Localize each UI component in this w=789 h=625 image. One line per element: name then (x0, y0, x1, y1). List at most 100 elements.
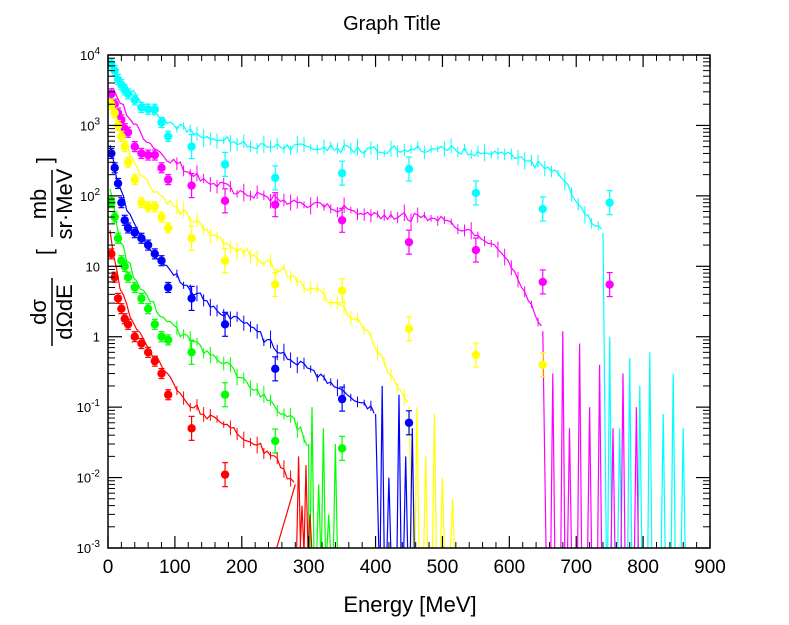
data-point (137, 149, 146, 158)
x-tick-label: 200 (226, 557, 258, 578)
simulation-curve (109, 188, 308, 447)
data-point (108, 249, 116, 259)
y-tick-label: 104 (80, 46, 100, 63)
data-point (117, 198, 126, 207)
data-point (130, 332, 139, 341)
y-tick-label: 10-1 (77, 398, 101, 415)
data-point (150, 249, 160, 259)
data-point (471, 350, 481, 360)
y-tick-label: 103 (80, 116, 100, 133)
data-point (157, 256, 166, 265)
x-tick-label: 300 (293, 557, 325, 578)
simulation-tail (308, 407, 338, 548)
data-point (471, 245, 481, 255)
data-point (123, 320, 133, 329)
data-point (337, 444, 347, 453)
x-tick-label: 600 (493, 557, 525, 578)
x-tick-label: 500 (427, 557, 459, 578)
data-point (187, 294, 196, 303)
data-point (404, 164, 414, 174)
data-point (130, 95, 139, 105)
data-point (150, 150, 160, 160)
data-point (220, 256, 230, 265)
x-tick-label: 400 (360, 557, 392, 578)
data-point (404, 324, 414, 333)
data-point (271, 364, 280, 374)
data-point (538, 360, 547, 369)
data-point (137, 294, 146, 303)
plot-frame (107, 54, 711, 549)
data-point (143, 240, 153, 250)
data-point (150, 202, 160, 211)
data-point (157, 332, 166, 341)
data-point (137, 103, 146, 112)
data-point (605, 198, 614, 207)
data-point (187, 348, 196, 357)
series-blue (108, 144, 415, 548)
data-point (605, 280, 614, 289)
data-point (187, 424, 196, 433)
y-tick-label: 1 (93, 330, 100, 345)
data-point (137, 339, 146, 348)
data-point (220, 390, 230, 399)
axes-layer: 0 100 200 300 400 500 600 700 800 900 10-3 10-2 10-1… (77, 46, 726, 578)
data-point (120, 262, 129, 271)
simulation-tail (375, 385, 415, 548)
data-point (164, 283, 173, 292)
data-point (110, 163, 119, 173)
series-red (108, 230, 313, 548)
data-point (157, 163, 166, 173)
x-tick-label: 900 (694, 557, 726, 578)
data-point (123, 272, 133, 282)
data-point (150, 320, 160, 329)
simulation-tail (276, 456, 313, 548)
data-point (137, 234, 146, 243)
y-axis-title-unit-numerator: mb (26, 189, 51, 220)
data-point (187, 181, 196, 190)
data-point (157, 118, 166, 127)
data-point (164, 175, 173, 184)
data-point (130, 228, 139, 237)
data-point (538, 204, 547, 214)
data-point (123, 89, 133, 99)
data-point (220, 320, 230, 329)
data-point (471, 188, 481, 198)
series-magenta (108, 88, 639, 548)
simulation-tail (408, 407, 455, 548)
data-point (113, 294, 123, 303)
data-point (130, 175, 139, 184)
y-axis-title-denominator: dΩdE (52, 284, 77, 340)
data-point (337, 168, 347, 178)
x-tick-label: 0 (103, 557, 114, 578)
data-point (150, 356, 160, 366)
data-point (143, 150, 153, 160)
series-cyan (108, 58, 686, 548)
data-point (117, 304, 126, 313)
data-point (143, 104, 153, 114)
data-point (164, 223, 173, 233)
chart-title: Graph Title (343, 13, 441, 35)
data-point (157, 212, 166, 222)
x-tick-label: 700 (560, 557, 592, 578)
series-yellow (108, 98, 547, 548)
y-axis-title-unit-denominator: sr·MeV (52, 168, 77, 239)
series-layer (108, 58, 686, 548)
y-tick-label: 10 (86, 259, 100, 274)
data-point (187, 142, 196, 151)
data-point (130, 283, 139, 292)
data-point (157, 369, 166, 378)
data-point (337, 216, 347, 225)
y-tick-label: 102 (80, 187, 100, 204)
data-point (123, 223, 133, 233)
y-axis-title-bracket-left: [ (32, 249, 57, 255)
y-tick-label: 10-2 (77, 469, 101, 486)
y-axis-title-bracket-right: ] (32, 157, 57, 163)
simulation-curve (109, 230, 295, 483)
data-point (538, 277, 547, 287)
data-point (110, 108, 119, 118)
data-point (271, 436, 280, 446)
simulation-curve (109, 88, 542, 327)
simulation-tail (602, 232, 686, 548)
data-point (337, 286, 347, 295)
data-point (143, 304, 153, 313)
